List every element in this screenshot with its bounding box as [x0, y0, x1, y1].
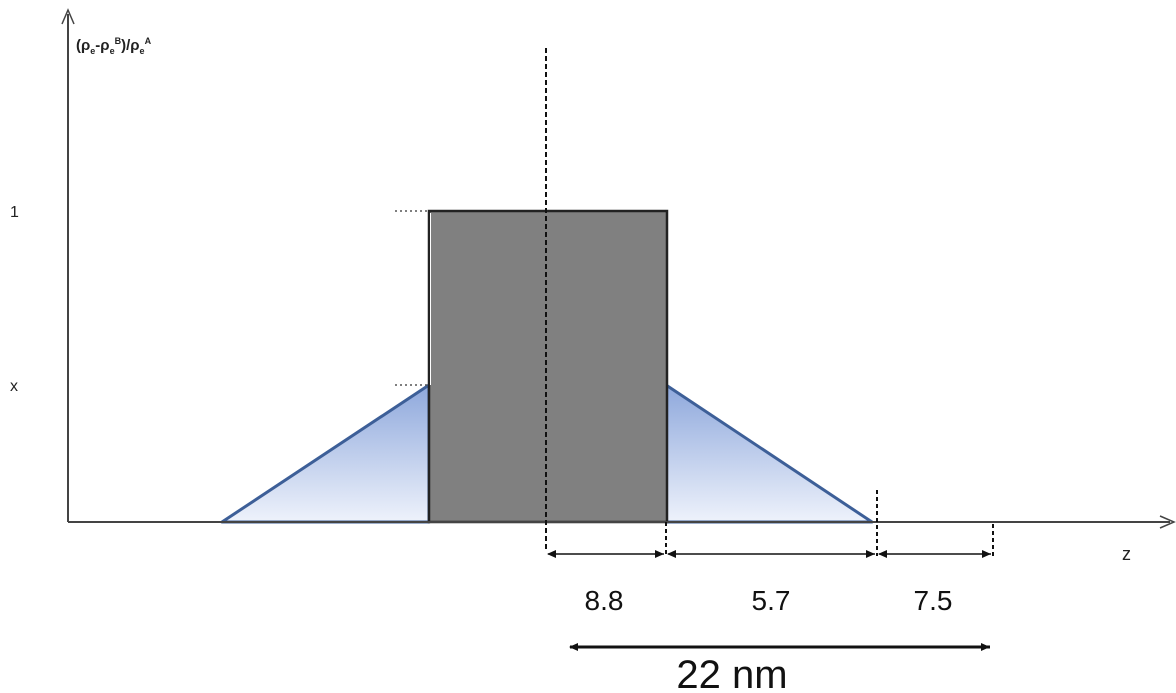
right-gradient-region [664, 383, 874, 524]
y-axis-label: (ρe-ρeB)/ρeA [76, 36, 152, 56]
dim-label-gradient: 5.7 [752, 585, 791, 616]
core-region [427, 209, 669, 524]
y-axis-arrow-icon [61, 8, 75, 25]
dim-label-core: 8.8 [585, 585, 624, 616]
y-tick-x: x [10, 378, 18, 395]
x-axis-arrow-icon [1159, 515, 1176, 529]
left-gradient-region [220, 383, 431, 524]
y-tick-1: 1 [10, 204, 19, 221]
x-axis-label: z [1122, 544, 1131, 564]
dim-label-outer: 7.5 [914, 585, 953, 616]
dim-label-total: 22 nm [676, 653, 787, 693]
